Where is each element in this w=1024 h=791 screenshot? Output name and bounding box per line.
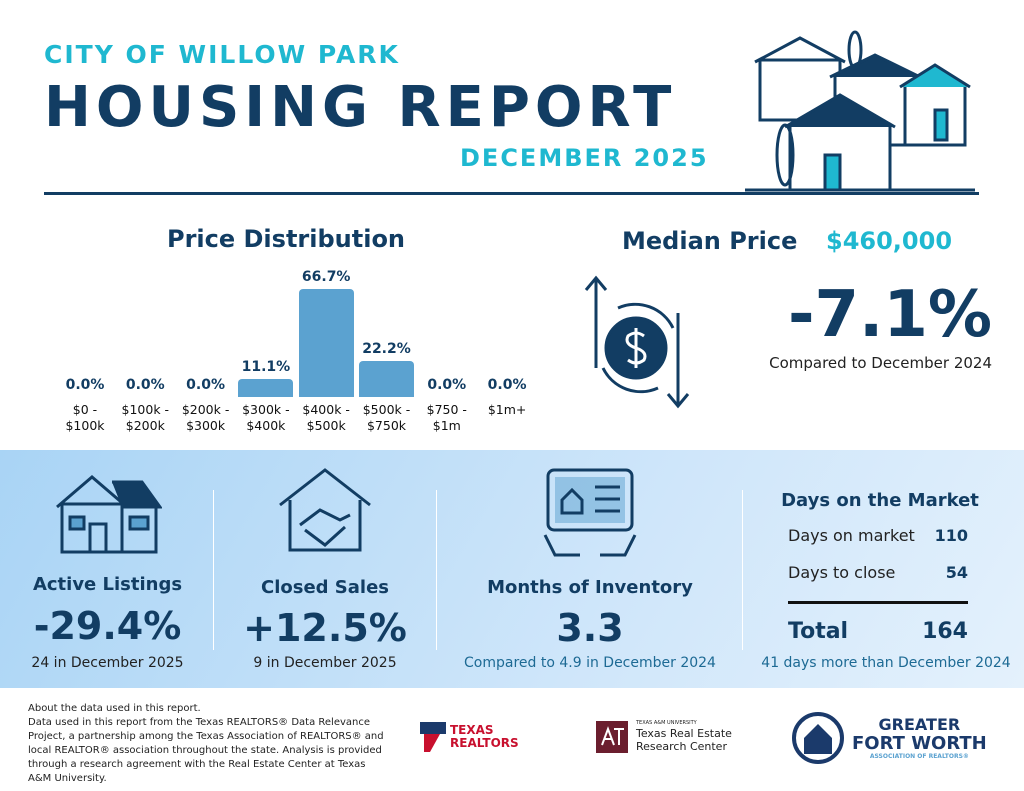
category-label-line: $100k - <box>121 402 170 417</box>
gfw-logo: GREATER FORT WORTH ASSOCIATION OF REALTORS… <box>792 712 987 764</box>
dom-row-label: Days on market <box>788 526 915 545</box>
footer-line: About the data used in this report. <box>28 703 201 714</box>
divider <box>436 490 437 650</box>
category-label-line: $100k <box>65 418 105 433</box>
category-label: $500k - $750k <box>352 402 422 434</box>
median-price-value: $460,000 <box>826 227 953 255</box>
bar <box>298 289 354 397</box>
dollar-cycle-icon <box>584 275 690 409</box>
category-label: $0 - $100k <box>50 402 120 434</box>
bar <box>238 379 294 397</box>
divider <box>742 490 743 650</box>
footer-line: Data used in this report from the Texas … <box>28 717 384 784</box>
category-label-line: $500k - <box>362 402 411 417</box>
category-label: $1m+ <box>472 402 542 418</box>
category-label-line: $500k <box>306 418 346 433</box>
city-subtitle: CITY OF WILLOW PARK <box>44 40 400 69</box>
data-label: 0.0% <box>125 377 165 393</box>
months-inventory-note: Compared to 4.9 in December 2024 <box>464 655 716 671</box>
houses-illustration <box>745 30 975 192</box>
data-label: 0.0% <box>487 377 527 393</box>
logo-text: ASSOCIATION OF REALTORS® <box>869 753 969 760</box>
bar <box>359 361 414 397</box>
category-label-line: $750 - <box>426 402 467 417</box>
logo-text: TEXAS A&M UNIVERSITY <box>636 720 697 726</box>
category-label: $100k - $200k <box>110 402 180 434</box>
divider <box>213 490 214 650</box>
median-price-compare: Compared to December 2024 <box>769 354 992 372</box>
logo-text: GREATER <box>878 715 961 734</box>
category-label-line: $300k - <box>242 402 290 417</box>
logo-text: FORT WORTH <box>852 733 987 754</box>
median-price-change: -7.1% <box>787 278 992 352</box>
category-label-line: $300k <box>186 418 226 433</box>
tamu-logo: TEXAS A&M UNIVERSITY Texas Real Estate Res… <box>596 720 732 753</box>
closed-sales-title: Closed Sales <box>260 577 390 598</box>
dom-note: 41 days more than December 2024 <box>761 655 1011 671</box>
stats-panel <box>0 450 1024 688</box>
category-label: $750 - $1m <box>412 402 482 434</box>
dom-total-value: 164 <box>922 619 968 644</box>
footer-note: About the data used in this report. Data… <box>28 702 388 786</box>
category-label: $200k - $300k <box>171 402 241 434</box>
data-label: 0.0% <box>427 377 467 393</box>
active-listings-title: Active Listings <box>32 574 183 595</box>
category-label: $300k - $400k <box>231 402 301 434</box>
tamu-emblem-icon <box>596 720 628 753</box>
data-label: 11.1% <box>241 359 291 376</box>
tablet-hands-icon <box>543 468 637 557</box>
texas-realtors-emblem-icon <box>420 722 446 752</box>
dom-title: Days on the Market <box>781 490 979 511</box>
data-label: 66.7% <box>301 269 351 285</box>
dom-row-value: 110 <box>934 526 968 545</box>
category-label-line: $400k - <box>302 402 350 417</box>
dom-divider <box>788 601 968 604</box>
months-inventory-title: Months of Inventory <box>487 577 693 598</box>
logo-text: Texas Real Estate <box>636 727 732 740</box>
data-label: 0.0% <box>186 377 225 393</box>
price-distribution-title: Price Distribution <box>167 225 406 253</box>
active-listings-note: 24 in December 2025 <box>31 655 184 671</box>
category-label-line: $750k <box>366 418 407 433</box>
dom-row-label: Days to close <box>788 563 896 582</box>
logo-text: Research Center <box>636 740 727 753</box>
data-label: 0.0% <box>65 377 105 393</box>
category-label-line: $200k <box>125 418 165 433</box>
active-listings-value: -29.4% <box>33 604 182 648</box>
category-label-line: $200k - <box>181 402 230 417</box>
dom-row-value: 54 <box>945 563 968 582</box>
closed-sales-note: 9 in December 2025 <box>253 655 397 671</box>
report-month: DECEMBER 2025 <box>460 144 709 172</box>
data-label: 22.2% <box>362 341 411 358</box>
median-price-label: Median Price <box>622 227 798 255</box>
logo-text: REALTORS <box>450 736 519 750</box>
category-label-line: $400k <box>246 418 286 433</box>
closed-sales-value: +12.5% <box>243 606 407 650</box>
header-divider <box>44 192 979 195</box>
category-label-line: $1m+ <box>487 402 527 417</box>
logo-text: TEXAS <box>450 723 494 737</box>
report-title: HOUSING REPORT <box>44 75 677 140</box>
category-label-line: $1m <box>432 418 461 433</box>
months-inventory-value: 3.3 <box>556 606 624 650</box>
category-label: $400k - $500k <box>291 402 361 434</box>
dom-total-label: Total <box>788 619 849 644</box>
texas-realtors-logo: TEXAS REALTORS <box>420 722 519 752</box>
gfw-emblem-icon <box>792 712 844 764</box>
house-icon <box>56 475 162 554</box>
handshake-house-icon <box>279 468 371 552</box>
category-label-line: $0 - <box>72 402 98 417</box>
